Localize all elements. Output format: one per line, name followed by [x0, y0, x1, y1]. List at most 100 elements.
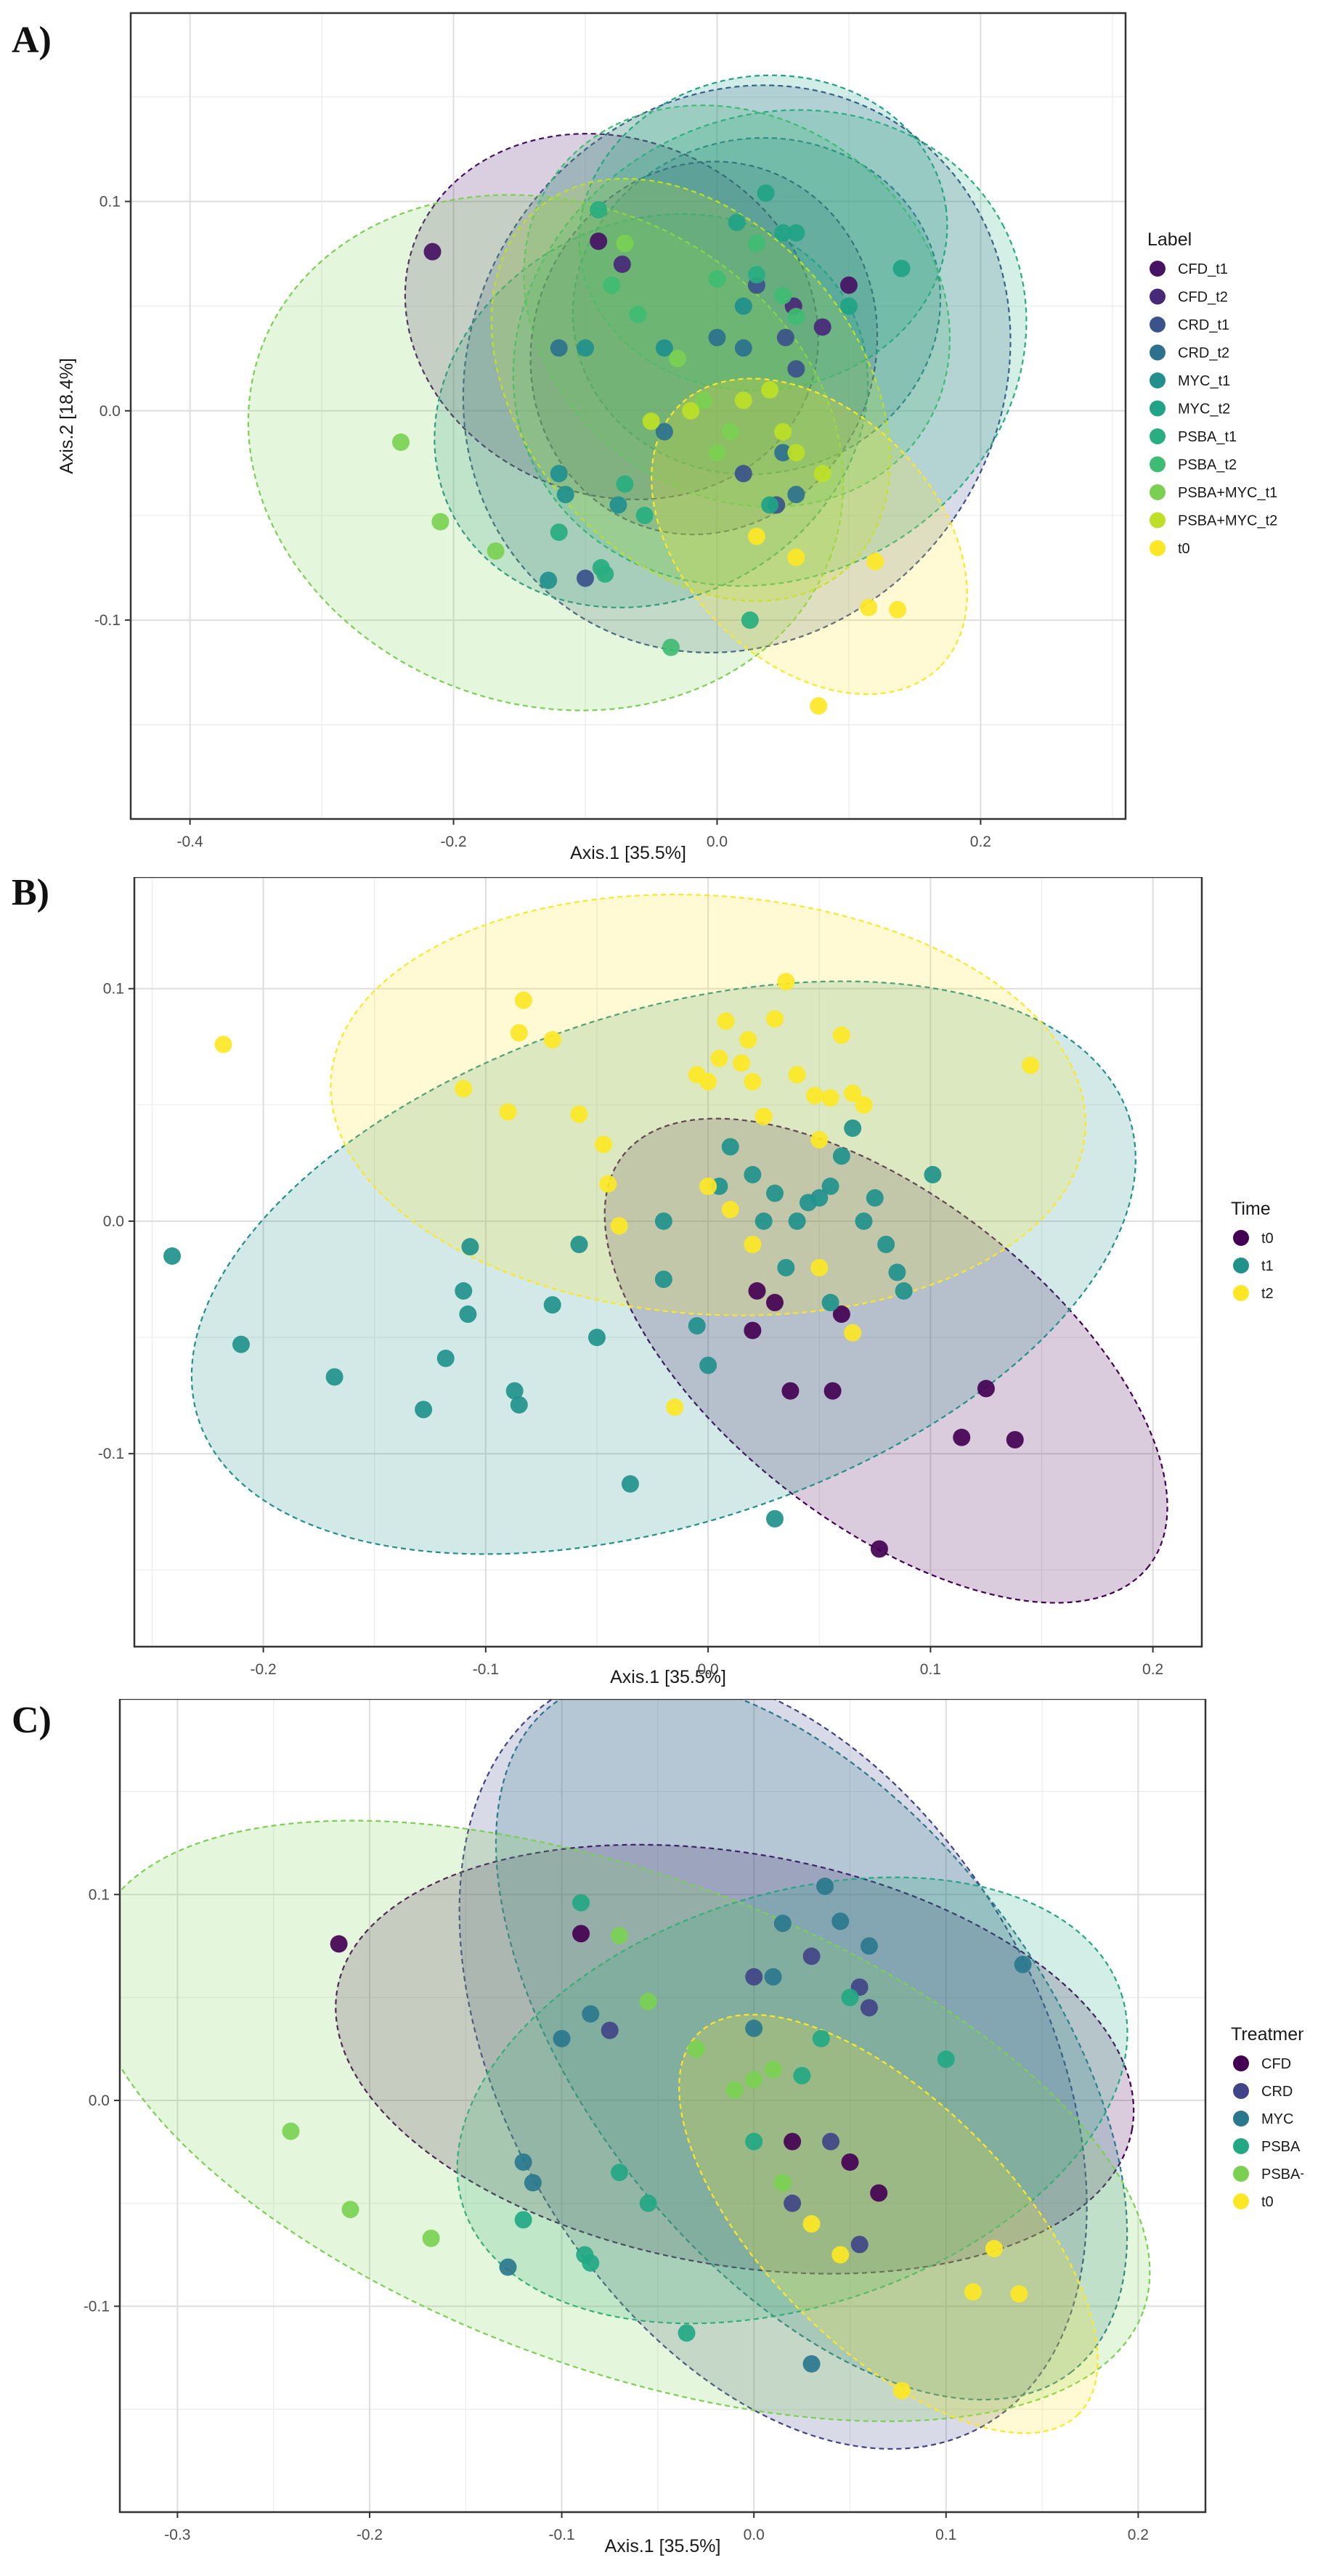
point-t1 — [455, 1282, 472, 1300]
point-t1 — [699, 1357, 717, 1374]
x-tick-label: 0.0 — [707, 833, 728, 850]
x-axis-title: Axis.1 [35.5%] — [610, 1667, 726, 1687]
legend-key — [1150, 457, 1166, 473]
point-cfd — [841, 2153, 858, 2171]
point-t1 — [655, 1212, 672, 1230]
point-t0 — [889, 601, 906, 619]
point-cfd-t1 — [590, 232, 607, 250]
x-axis-title: Axis.1 [35.5%] — [605, 2536, 721, 2556]
y-tick-label: 0.1 — [103, 981, 124, 998]
point-crd — [803, 1947, 821, 1965]
point-t1 — [895, 1282, 913, 1300]
point-psba-t2 — [748, 235, 765, 252]
point-myc-t1 — [577, 339, 594, 356]
point-t1 — [544, 1296, 561, 1313]
panel-a-chart: -0.4 -0.2 0.0 0.2-0.10.00.1Axis.1 [35.5%]Ax… — [131, 13, 1307, 877]
point-t2 — [855, 1096, 873, 1114]
legend-label: PSBA — [1261, 2139, 1301, 2155]
legend-label: t0 — [1261, 1231, 1274, 1247]
point-psba — [813, 2030, 830, 2047]
legend-label: t1 — [1261, 1258, 1274, 1274]
point-cfd — [784, 2133, 801, 2151]
point-t2 — [810, 1131, 828, 1149]
point-t2 — [1022, 1056, 1039, 1074]
point-t1 — [722, 1138, 739, 1155]
point-psba-myc — [282, 2122, 299, 2140]
point-t1 — [777, 1259, 794, 1276]
point-t1 — [232, 1336, 250, 1353]
point-myc-t1 — [550, 465, 568, 482]
point-myc — [831, 1912, 849, 1930]
legend-key — [1233, 2166, 1249, 2182]
point-psba — [678, 2324, 696, 2341]
point-psba-myc-t2 — [761, 381, 778, 399]
point-crd — [601, 2022, 619, 2039]
point-myc — [816, 1878, 834, 1895]
point-cfd — [330, 1935, 348, 1952]
point-t2 — [215, 1036, 232, 1053]
point-t2 — [500, 1103, 517, 1120]
y-tick-label: 0.0 — [89, 2092, 110, 2109]
point-t0 — [985, 2240, 1003, 2257]
x-tick-label: 0.0 — [744, 2527, 765, 2543]
point-myc-t2 — [787, 224, 805, 242]
legend-key — [1150, 484, 1166, 500]
legend-label: PSBA+MYC_t1 — [1178, 485, 1277, 501]
point-psba-t1 — [550, 523, 568, 541]
x-tick-label: -0.1 — [548, 2527, 574, 2543]
x-tick-label: 0.1 — [935, 2527, 956, 2543]
point-t0 — [860, 599, 877, 616]
point-t0 — [953, 1429, 970, 1446]
legend-key — [1150, 540, 1166, 556]
legend-label: PSBA_t1 — [1178, 429, 1237, 445]
legend-key — [1150, 289, 1166, 305]
point-t1 — [888, 1263, 906, 1281]
point-myc — [553, 2030, 571, 2047]
point-t1 — [833, 1147, 850, 1165]
point-t2 — [844, 1324, 861, 1342]
x-axis-title: Axis.1 [35.5%] — [570, 843, 686, 863]
point-t0 — [748, 528, 765, 545]
point-t1 — [688, 1317, 706, 1334]
panel-b-letter: B) — [12, 871, 49, 914]
point-t2 — [789, 1066, 806, 1083]
point-t2 — [833, 1027, 850, 1044]
point-t0 — [810, 697, 827, 714]
point-psba-myc — [423, 2230, 440, 2247]
point-t1 — [755, 1212, 773, 1230]
point-t1 — [588, 1329, 606, 1346]
point-t1 — [744, 1166, 761, 1183]
legend-label: MYC — [1261, 2111, 1293, 2127]
point-t0 — [1010, 2285, 1028, 2302]
point-t2 — [806, 1087, 823, 1104]
point-myc-t2 — [761, 497, 778, 514]
point-cfd-t1 — [424, 243, 442, 261]
legend-label: CFD — [1261, 2056, 1291, 2072]
y-tick-label: -0.1 — [84, 2298, 110, 2315]
point-t2 — [699, 1073, 717, 1091]
point-t0 — [1006, 1431, 1024, 1448]
legend-key — [1150, 401, 1166, 417]
point-cfd — [572, 1925, 590, 1942]
point-t1 — [766, 1510, 784, 1528]
point-crd-t2 — [735, 339, 752, 356]
point-t2 — [810, 1259, 828, 1276]
point-t1 — [571, 1236, 588, 1253]
point-psba-myc-t1 — [431, 513, 449, 531]
point-t2 — [755, 1108, 773, 1125]
legend-key — [1233, 2138, 1249, 2154]
point-crd-t1 — [577, 569, 594, 587]
point-myc-t1 — [735, 298, 752, 315]
point-psba-myc-t2 — [787, 444, 805, 461]
point-crd — [851, 2235, 869, 2253]
y-tick-label: 0.1 — [99, 193, 121, 210]
legend-key — [1150, 345, 1166, 361]
point-t2 — [595, 1136, 612, 1153]
point-t0 — [977, 1380, 995, 1398]
point-psba-t1 — [596, 566, 614, 583]
point-psba-t1 — [741, 611, 759, 629]
x-tick-label: -0.2 — [251, 1661, 277, 1678]
point-t1 — [415, 1401, 432, 1418]
legend-key — [1150, 428, 1166, 444]
point-t2 — [666, 1398, 683, 1416]
